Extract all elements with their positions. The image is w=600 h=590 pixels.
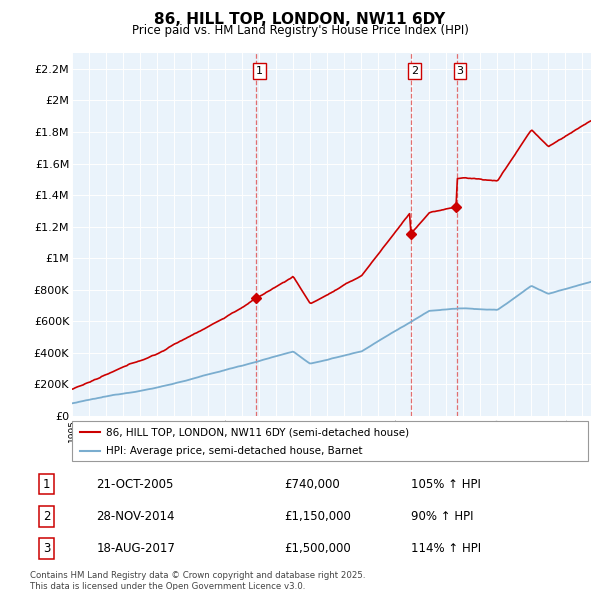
Text: 2: 2 — [43, 510, 50, 523]
Text: 114% ↑ HPI: 114% ↑ HPI — [411, 542, 481, 555]
Text: 105% ↑ HPI: 105% ↑ HPI — [411, 478, 481, 491]
Text: 3: 3 — [43, 542, 50, 555]
Text: Price paid vs. HM Land Registry's House Price Index (HPI): Price paid vs. HM Land Registry's House … — [131, 24, 469, 37]
Text: 3: 3 — [457, 66, 464, 76]
Text: HPI: Average price, semi-detached house, Barnet: HPI: Average price, semi-detached house,… — [106, 447, 362, 456]
Text: 86, HILL TOP, LONDON, NW11 6DY: 86, HILL TOP, LONDON, NW11 6DY — [154, 12, 446, 27]
Text: £1,150,000: £1,150,000 — [284, 510, 351, 523]
Text: 2: 2 — [410, 66, 418, 76]
Text: 1: 1 — [256, 66, 263, 76]
Text: 28-NOV-2014: 28-NOV-2014 — [96, 510, 175, 523]
Text: 1: 1 — [43, 478, 50, 491]
Text: 21-OCT-2005: 21-OCT-2005 — [96, 478, 173, 491]
Text: £740,000: £740,000 — [284, 478, 340, 491]
Text: 90% ↑ HPI: 90% ↑ HPI — [411, 510, 473, 523]
Text: Contains HM Land Registry data © Crown copyright and database right 2025.
This d: Contains HM Land Registry data © Crown c… — [30, 571, 365, 590]
Text: 86, HILL TOP, LONDON, NW11 6DY (semi-detached house): 86, HILL TOP, LONDON, NW11 6DY (semi-det… — [106, 428, 409, 438]
Text: 18-AUG-2017: 18-AUG-2017 — [96, 542, 175, 555]
Text: £1,500,000: £1,500,000 — [284, 542, 350, 555]
FancyBboxPatch shape — [72, 421, 588, 461]
